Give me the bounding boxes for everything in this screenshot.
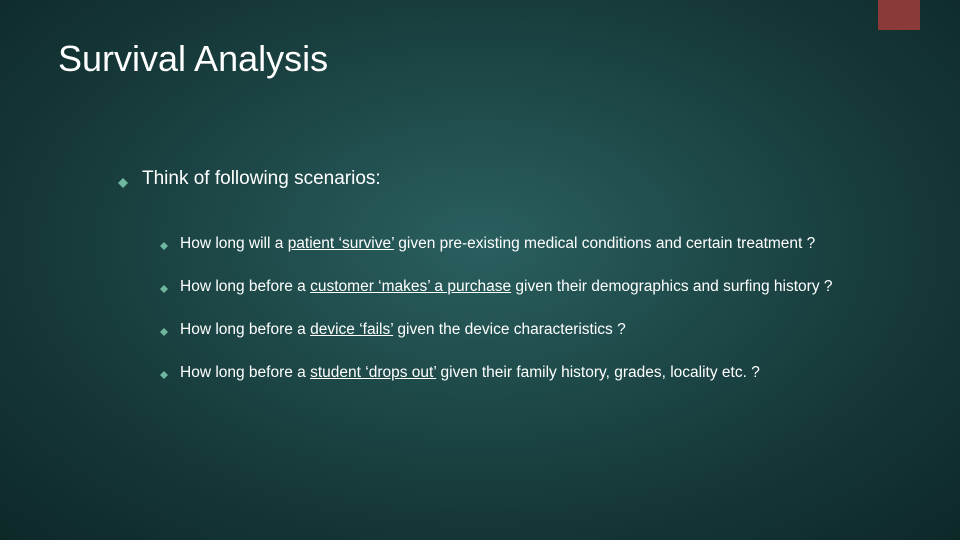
text-underlined: customer ‘makes’ a purchase [310, 278, 511, 295]
diamond-bullet-icon [160, 367, 168, 375]
bullet-level2-item: How long before a customer ‘makes’ a pur… [160, 277, 900, 298]
text-post: given the device characteristics ? [393, 321, 626, 338]
text-post: given their demographics and surfing his… [511, 278, 832, 295]
bullet-level2-item: How long before a student ‘drops out’ gi… [160, 363, 900, 384]
text-underlined: device ‘fails’ [310, 321, 393, 338]
bullet-level2-group: How long will a patient ‘survive’ given … [160, 234, 900, 384]
text-underlined: patient ‘survive’ [288, 235, 394, 252]
slide-content: Think of following scenarios: How long w… [118, 168, 900, 406]
text-post: given their family history, grades, loca… [436, 364, 760, 381]
text-pre: How long before a [180, 278, 310, 295]
text-pre: How long before a [180, 321, 310, 338]
diamond-bullet-icon [160, 324, 168, 332]
text-post: given pre-existing medical conditions an… [394, 235, 815, 252]
level2-text: How long will a patient ‘survive’ given … [180, 234, 815, 255]
diamond-bullet-icon [118, 173, 128, 183]
accent-bar [878, 0, 920, 30]
level1-text: Think of following scenarios: [142, 168, 381, 190]
text-underlined: student ‘drops out’ [310, 364, 436, 381]
bullet-level2-item: How long before a device ‘fails’ given t… [160, 320, 900, 341]
diamond-bullet-icon [160, 281, 168, 289]
slide-title: Survival Analysis [58, 38, 328, 80]
level2-text: How long before a customer ‘makes’ a pur… [180, 277, 833, 298]
level2-text: How long before a device ‘fails’ given t… [180, 320, 626, 341]
bullet-level1: Think of following scenarios: [118, 168, 900, 190]
text-pre: How long before a [180, 364, 310, 381]
text-pre: How long will a [180, 235, 288, 252]
bullet-level2-item: How long will a patient ‘survive’ given … [160, 234, 900, 255]
level2-text: How long before a student ‘drops out’ gi… [180, 363, 760, 384]
diamond-bullet-icon [160, 238, 168, 246]
